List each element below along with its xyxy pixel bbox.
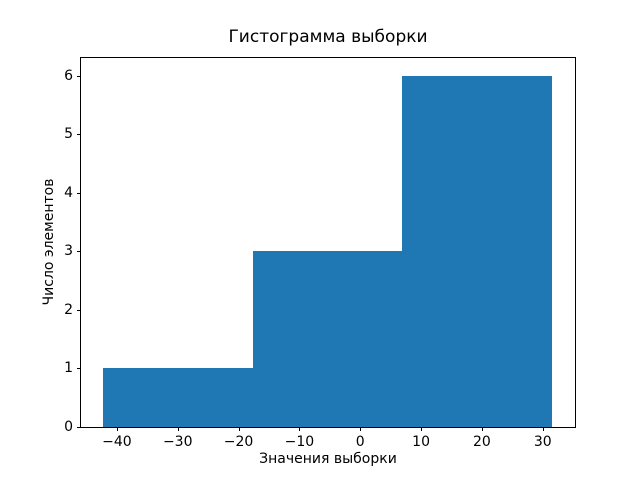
x-tick-mark	[116, 427, 118, 431]
x-tick-label: 20	[472, 434, 491, 450]
histogram-bar	[252, 251, 403, 427]
x-tick-mark	[542, 427, 544, 431]
x-axis-label: Значения выборки	[259, 451, 397, 467]
x-tick-label: 30	[533, 434, 552, 450]
x-tick-label: 10	[412, 434, 430, 450]
x-tick-label: −40	[102, 434, 132, 450]
y-tick-mark	[77, 427, 81, 428]
x-tick-mark	[360, 427, 362, 431]
histogram-bar	[402, 75, 553, 427]
x-tick-mark	[421, 427, 423, 431]
y-tick-mark	[77, 75, 81, 77]
x-tick-mark	[177, 427, 179, 431]
x-tick-label: −30	[162, 434, 193, 450]
x-tick-mark	[481, 427, 483, 431]
y-tick-label: 2	[64, 301, 73, 318]
chart-title: Гистограмма выборки	[228, 27, 428, 47]
y-tick-mark	[77, 309, 81, 311]
x-tick-label: −20	[223, 434, 254, 450]
x-tick-mark	[238, 427, 240, 431]
y-tick-label: 3	[64, 243, 73, 260]
y-tick-mark	[77, 251, 81, 253]
histogram-bar	[102, 368, 253, 427]
y-tick-label: 5	[64, 126, 73, 143]
y-tick-mark	[77, 192, 81, 194]
y-tick-label: 1	[64, 360, 73, 377]
y-tick-mark	[77, 134, 81, 136]
y-tick-label: 4	[64, 184, 73, 201]
x-tick-mark	[299, 427, 301, 431]
x-tick-label: −10	[284, 434, 315, 450]
y-axis-label: Число элементов	[41, 178, 57, 306]
y-tick-mark	[77, 368, 81, 370]
x-tick-label: 0	[355, 434, 365, 450]
y-tick-label: 0	[64, 419, 73, 435]
y-tick-label: 6	[64, 67, 73, 84]
plot-area: −40 −30 −20 −10 0 10 20 30 0 1 2 3 4 5 6	[64, 57, 576, 450]
